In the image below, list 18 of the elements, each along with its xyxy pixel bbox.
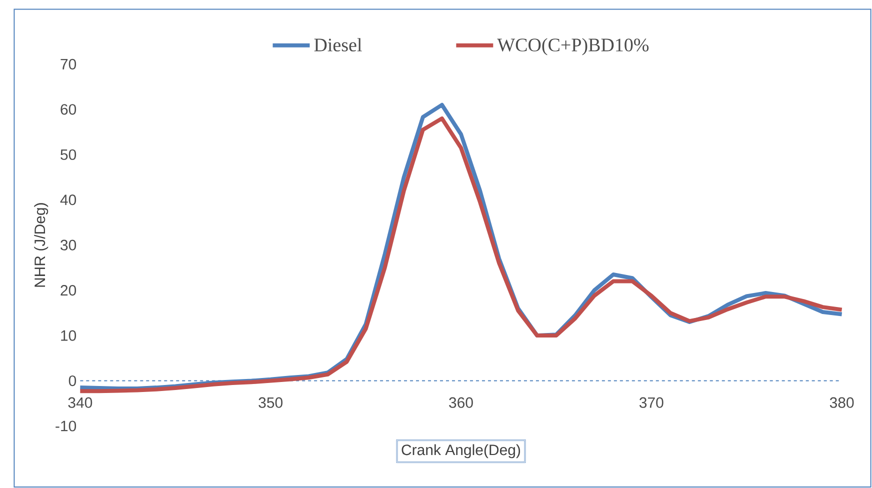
x-tick-label: 340 xyxy=(68,397,92,408)
y-tick-label: 20 xyxy=(60,284,76,296)
x-tick-label: 350 xyxy=(258,397,282,408)
y-tick-label: 10 xyxy=(61,330,76,341)
legend-label: Diesel xyxy=(314,38,362,52)
legend-label: WCO(C+P)BD10% xyxy=(497,38,649,56)
x-axis-title: Crank Angle(Deg) xyxy=(402,444,520,458)
y-tick-label: 70 xyxy=(60,58,76,70)
x-tick-label: 370 xyxy=(639,397,664,408)
y-tick-label: 50 xyxy=(60,149,76,160)
y-tick-label: 30 xyxy=(60,240,76,250)
y-axis-title: NHR (J/Deg) xyxy=(34,203,48,287)
y-tick-label: 60 xyxy=(60,104,76,115)
y-tick-label: 40 xyxy=(60,194,76,206)
y-tick-label: -10 xyxy=(56,420,76,432)
y-tick-label: 0 xyxy=(68,375,76,386)
x-tick-label: 360 xyxy=(449,397,473,408)
x-tick-label: 380 xyxy=(830,397,854,408)
